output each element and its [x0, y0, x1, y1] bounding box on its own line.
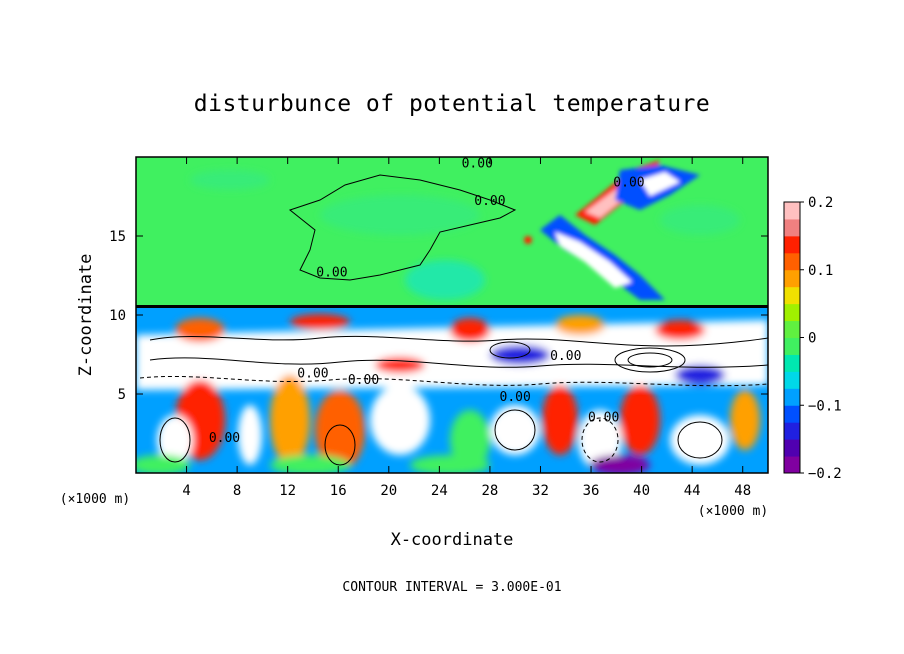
- x-tick-label: 16: [330, 483, 347, 499]
- field-lower-features: [136, 314, 768, 473]
- colorbar-swatch: [784, 354, 800, 372]
- y-axis: 5 10 15: [109, 229, 768, 403]
- colorbar-swatch: [784, 286, 800, 305]
- x-tick-label: 8: [233, 483, 241, 499]
- colorbar-swatch: [784, 388, 800, 406]
- field-upper-plume: [524, 160, 700, 300]
- x-tick-label: 32: [532, 483, 549, 499]
- x-axis: 4 8 12 16 20 24 28 32 36 40 44 48: [182, 157, 751, 499]
- plot-area: 0.00 0.00 0.00 0.00 0.00 0.00 0.00 0.00 0.00 0.00: [136, 156, 768, 473]
- x-tick-label: 40: [633, 483, 650, 499]
- x-tick-label: 20: [380, 483, 397, 499]
- colorbar-swatch: [784, 202, 800, 220]
- colorbar-swatch: [784, 456, 800, 474]
- contour-label: 0.00: [297, 366, 328, 381]
- colorbar-swatch: [784, 405, 800, 423]
- x-tick-label: 28: [481, 483, 498, 499]
- x-tick-label: 44: [684, 483, 701, 499]
- y-axis-label: Z-coordinate: [76, 254, 96, 377]
- colorbar-tick-label: 0.2: [808, 195, 833, 211]
- colorbar-swatch: [784, 439, 800, 457]
- colorbar-tick-label: 0.1: [808, 263, 833, 279]
- x-tick-label: 48: [734, 483, 751, 499]
- x-tick-label: 24: [431, 483, 448, 499]
- x-unit-label: (×1000 m): [698, 504, 768, 519]
- colorbar-tick-label: −0.1: [808, 398, 842, 414]
- x-axis-label: X-coordinate: [391, 530, 514, 550]
- colorbar-swatch: [784, 337, 800, 355]
- chart-title: disturbunce of potential temperature: [194, 91, 711, 117]
- field-upper-features: [190, 170, 740, 300]
- contour-label: 0.00: [316, 265, 347, 280]
- y-unit-label: (×1000 m): [60, 492, 130, 507]
- x-tick-label: 36: [583, 483, 600, 499]
- stratification-line: [136, 305, 768, 308]
- contour-label: 0.00: [588, 411, 619, 426]
- contour-label: 0.00: [613, 175, 644, 190]
- x-tick-label: 12: [279, 483, 296, 499]
- contour-label: 0.00: [550, 349, 581, 364]
- colorbar-swatch: [784, 269, 800, 288]
- colorbar-swatch: [784, 218, 800, 237]
- colorbar-swatch: [784, 422, 800, 440]
- colorbar-tick-label: −0.2: [808, 466, 842, 482]
- colorbar-swatch: [784, 303, 800, 322]
- y-tick-label: 5: [118, 387, 126, 403]
- y-tick-label: 10: [109, 308, 126, 324]
- x-tick-label: 4: [182, 483, 190, 499]
- colorbar-swatch: [784, 371, 800, 389]
- contour-label: 0.00: [474, 194, 505, 209]
- y-tick-label: 15: [109, 229, 126, 245]
- contour-interval-note: CONTOUR INTERVAL = 3.000E-01: [342, 580, 561, 595]
- contour-lines: [139, 174, 768, 466]
- contour-label: 0.00: [462, 156, 493, 171]
- colorbar-swatch: [784, 252, 800, 271]
- colorbar-swatch: [784, 320, 800, 338]
- colorbar-tick-label: 0: [808, 331, 816, 347]
- colorbar: 0.2 0.1 0 −0.1 −0.2: [783, 195, 842, 482]
- contour-label: 0.00: [500, 390, 531, 405]
- contour-label: 0.00: [209, 431, 240, 446]
- contour-labels: 0.00 0.00 0.00 0.00 0.00 0.00 0.00 0.00 0.00 0.00: [209, 156, 645, 446]
- colorbar-swatch: [784, 235, 800, 254]
- contour-label: 0.00: [348, 373, 379, 388]
